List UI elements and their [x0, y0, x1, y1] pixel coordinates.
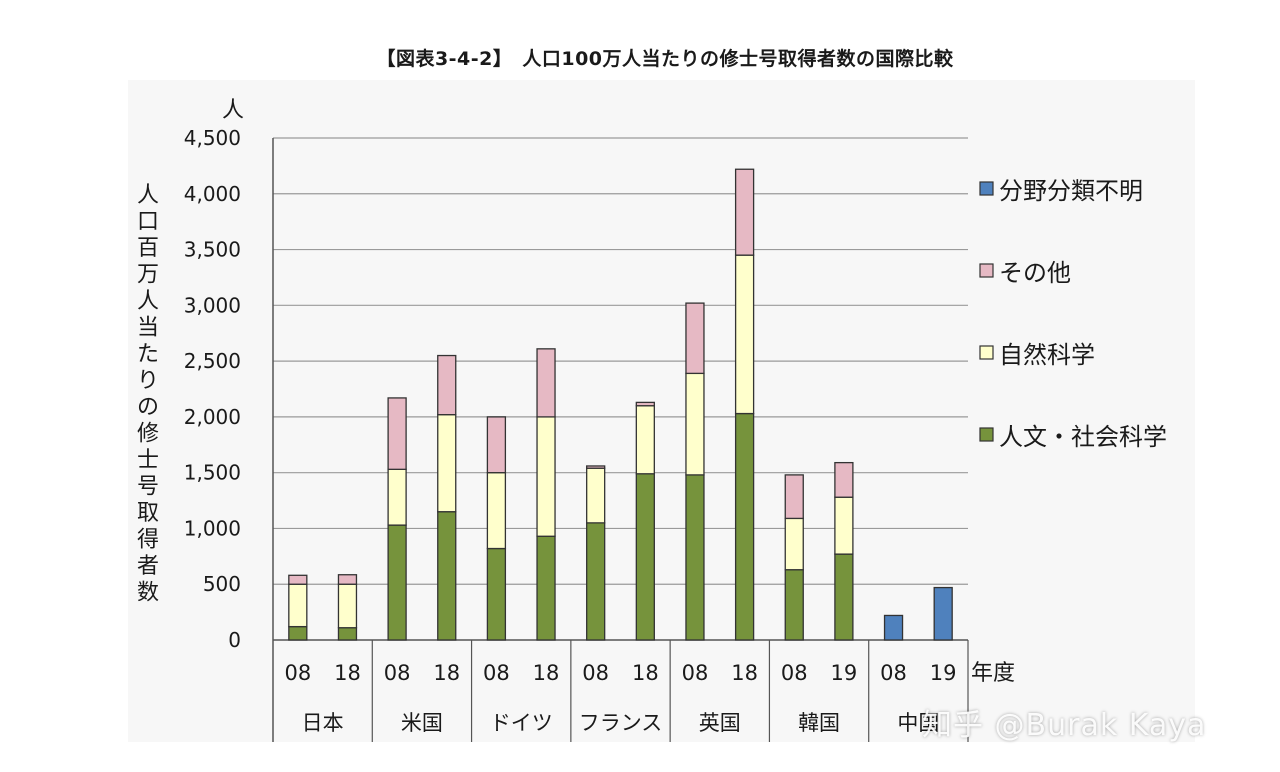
- year-label: 08: [880, 661, 907, 685]
- bar-segment: [337, 583, 358, 629]
- y-tick-label: 1,000: [184, 516, 241, 540]
- y-axis-label-char: 百: [137, 236, 159, 261]
- bar-segment: [387, 524, 407, 641]
- y-axis-label-char: た: [137, 342, 159, 367]
- year-label: 08: [781, 661, 808, 685]
- bar-segment: [437, 354, 457, 416]
- bar-segment: [486, 416, 507, 474]
- legend-label: 人文・社会科学: [999, 423, 1167, 451]
- legend-label: 分野分類不明: [999, 177, 1143, 205]
- bar-segment: [933, 586, 953, 641]
- y-axis-label-char: 当: [137, 316, 159, 341]
- bar-segment: [734, 254, 755, 415]
- chart-title: 【図表3-4-2】 人口100万人当たりの修士号取得者数の国際比較: [376, 48, 954, 70]
- bar-segment: [337, 574, 358, 585]
- year-label: 18: [632, 661, 659, 685]
- bar-segment: [734, 168, 755, 256]
- bar-segment: [784, 569, 804, 641]
- legend-label: 自然科学: [999, 341, 1095, 369]
- bar-segment: [288, 625, 308, 641]
- stacked-bar-chart: 0 500 1,000 1,500 2,000 2,500 3,000 3,500 4,000 4…: [137, 98, 1167, 742]
- bar-segment: [486, 547, 507, 641]
- y-tick-label: 2,000: [184, 405, 241, 429]
- y-axis-label-char: 人: [137, 289, 159, 314]
- bar-segment: [635, 473, 655, 641]
- bar-segment: [586, 467, 606, 524]
- bar-segment: [536, 535, 556, 641]
- bar-segment: [437, 511, 457, 641]
- bar-segment: [685, 302, 705, 375]
- year-label: 19: [831, 661, 858, 685]
- legend-swatch: [979, 427, 994, 442]
- y-axis-label-char: 数: [137, 581, 159, 606]
- bar-segment: [784, 517, 804, 571]
- year-label: 08: [582, 661, 609, 685]
- legend-label: その他: [999, 259, 1071, 287]
- bar-segment: [337, 627, 358, 641]
- y-axis-label-char: 人: [137, 183, 159, 208]
- y-unit-label: 人: [222, 98, 244, 123]
- bar-segment: [586, 522, 606, 641]
- bar-segment: [635, 401, 655, 407]
- y-tick-label: 500: [203, 572, 241, 596]
- country-label: 韓国: [798, 711, 840, 735]
- bar-segment: [288, 583, 308, 628]
- y-axis-label-char: 修: [137, 422, 159, 447]
- bar-segment: [486, 472, 507, 550]
- bar-segment: [685, 372, 705, 476]
- year-label: 19: [930, 661, 957, 685]
- country-label: フランス: [579, 711, 663, 735]
- year-label: 18: [731, 661, 758, 685]
- chart-panel: 0 500 1,000 1,500 2,000 2,500 3,000 3,500 4,000 4…: [128, 80, 1195, 742]
- y-axis-label-char: 士: [137, 448, 159, 473]
- year-label: 08: [384, 661, 411, 685]
- y-axis-label-char: 万: [137, 263, 159, 288]
- y-tick-label: 1,500: [184, 461, 241, 485]
- year-label: 08: [284, 661, 311, 685]
- y-tick-label: 4,000: [184, 182, 241, 206]
- bar-segment: [883, 614, 904, 641]
- bar-segment: [387, 397, 407, 470]
- bar-segment: [834, 461, 854, 498]
- bar-segment: [586, 465, 606, 469]
- country-label: 米国: [401, 711, 443, 735]
- legend-swatch: [979, 263, 994, 278]
- bar-segment: [734, 412, 755, 641]
- x-axis-label: 年度: [971, 661, 1015, 686]
- country-label: ドイツ: [490, 711, 553, 735]
- y-tick-label: 3,500: [184, 238, 241, 262]
- y-axis-label-char: 号: [137, 475, 159, 500]
- country-label: 日本: [302, 711, 344, 735]
- y-axis-label-char: 取: [137, 501, 159, 526]
- year-label: 08: [483, 661, 510, 685]
- bar-segment: [437, 414, 457, 513]
- y-axis-label-char: 者: [137, 554, 159, 579]
- year-label: 08: [682, 661, 709, 685]
- country-label: 英国: [699, 711, 741, 735]
- y-tick-label: 0: [228, 628, 241, 652]
- country-label: 中国: [897, 711, 939, 735]
- bar-segment: [784, 474, 804, 520]
- bar-segment: [288, 574, 308, 585]
- year-label: 18: [334, 661, 361, 685]
- legend-swatch: [979, 345, 994, 360]
- y-tick-label: 3,000: [184, 293, 241, 317]
- year-label: 18: [533, 661, 560, 685]
- y-tick-label: 4,500: [184, 126, 241, 150]
- bar-segment: [834, 496, 854, 555]
- bar-segment: [387, 468, 407, 526]
- bar-segment: [635, 405, 655, 475]
- legend-swatch: [979, 181, 994, 196]
- y-tick-label: 2,500: [184, 349, 241, 373]
- watermark: 知乎 @Burak Kaya: [922, 708, 1207, 743]
- bar-segment: [834, 553, 854, 641]
- y-axis-label-char: 得: [137, 528, 159, 553]
- y-axis-label-char: 口: [137, 210, 159, 235]
- y-axis-label-char: り: [137, 369, 159, 394]
- year-label: 18: [433, 661, 460, 685]
- y-axis-label-char: の: [137, 395, 159, 420]
- bar-segment: [536, 348, 556, 418]
- bar-segment: [536, 416, 556, 537]
- bar-segment: [685, 474, 705, 641]
